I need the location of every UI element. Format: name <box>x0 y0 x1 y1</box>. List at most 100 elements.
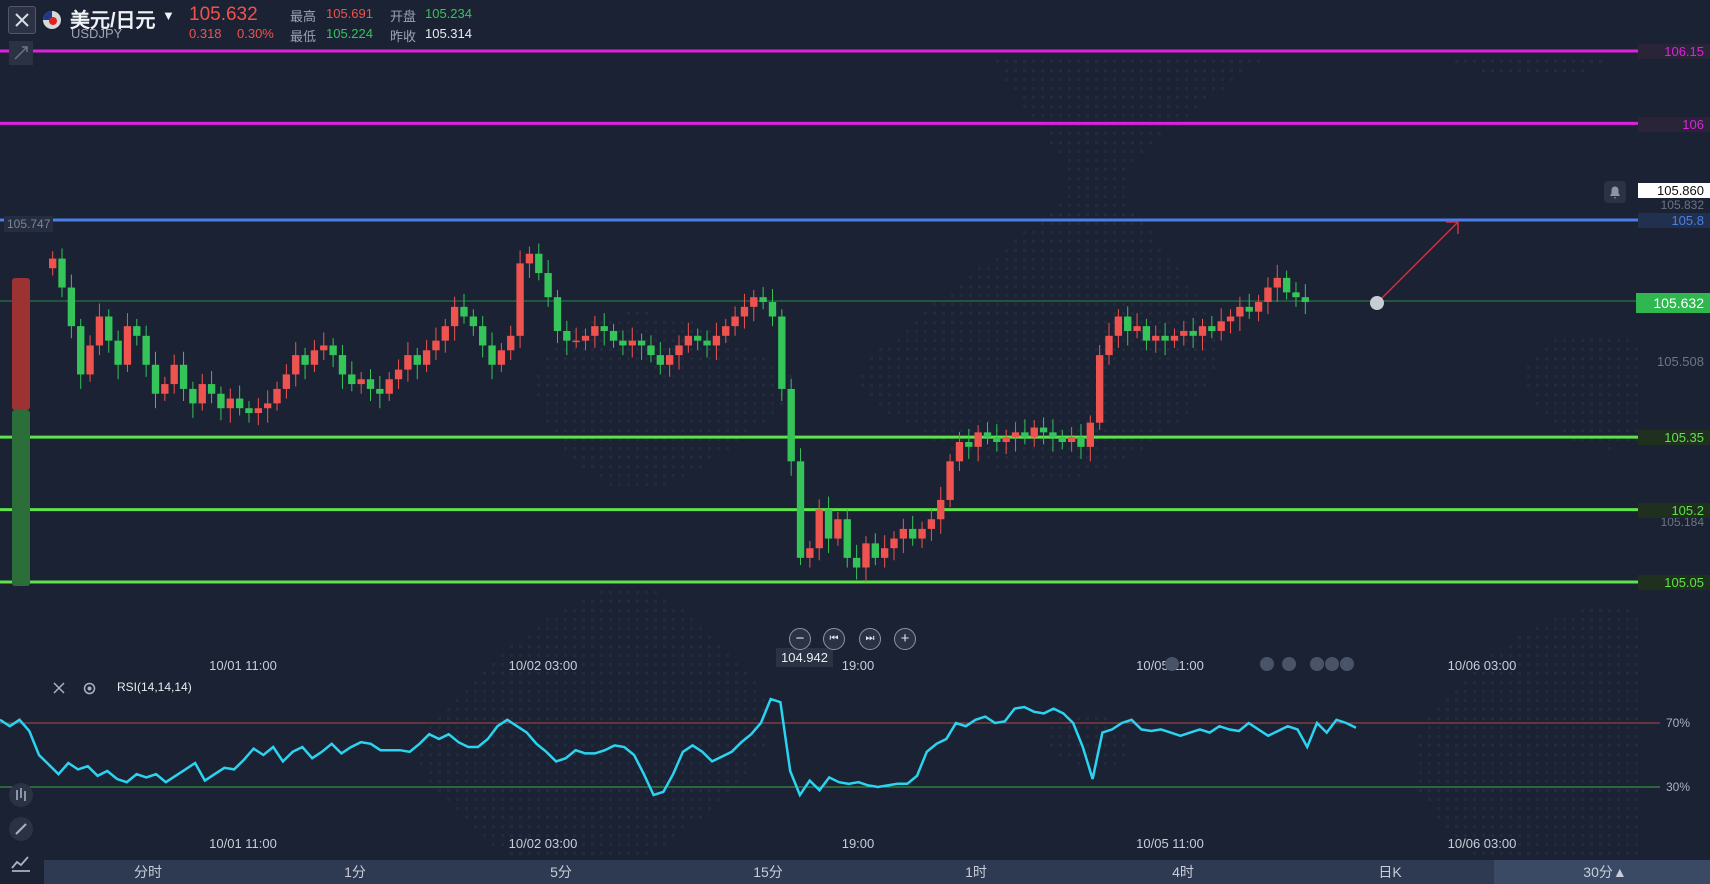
candle-body <box>1105 335 1113 356</box>
draw-tool-toggle[interactable] <box>8 40 34 66</box>
candle-body <box>1301 297 1309 303</box>
candle-body <box>348 374 356 385</box>
candle-body <box>563 330 571 341</box>
candle-body <box>1058 437 1066 443</box>
price-tag-106: 106 <box>1638 117 1710 132</box>
interval-bar <box>44 860 1710 884</box>
candle-body <box>722 326 730 336</box>
candle-body <box>1264 287 1272 303</box>
x-tick-label: 10/06 03:00 <box>1448 658 1517 673</box>
zoom-in-button[interactable]: + <box>894 628 916 650</box>
candle-body <box>974 432 982 447</box>
candle-body <box>815 509 823 549</box>
indicator-tool[interactable] <box>8 782 34 808</box>
bell-icon[interactable] <box>1604 181 1626 203</box>
draw-tool[interactable] <box>8 816 34 842</box>
candle-body <box>591 326 599 336</box>
candle-body <box>385 379 393 394</box>
zoom-out-button[interactable]: − <box>789 628 811 650</box>
close-icon <box>53 682 65 694</box>
forward-button[interactable]: ⏭ <box>859 628 881 650</box>
candle-body <box>151 364 160 394</box>
candle-body <box>217 393 225 409</box>
close-indicator-button[interactable] <box>52 681 66 700</box>
candle-body <box>254 408 263 414</box>
current-price-tag: 105.632 <box>1636 293 1710 313</box>
candle-body <box>600 326 608 331</box>
candle-body <box>161 384 169 394</box>
candle-body <box>525 253 534 264</box>
marker-dot[interactable] <box>1165 657 1179 671</box>
candle-body <box>731 316 739 327</box>
candle-body <box>1030 427 1038 438</box>
candle-body <box>1161 335 1169 341</box>
candle-body <box>1021 432 1029 438</box>
marker-dot[interactable] <box>1282 657 1296 671</box>
pencil-icon <box>9 817 33 841</box>
prev-close-label: 昨收 <box>390 29 417 44</box>
rewind-button[interactable]: ⏮ <box>823 628 845 650</box>
interval-tab[interactable]: 5分 <box>550 864 572 880</box>
interval-tab[interactable]: 1时 <box>965 864 987 880</box>
candle-body <box>488 345 496 365</box>
price-tag-105-05: 105.05 <box>1638 575 1710 590</box>
interval-tab[interactable]: 1分 <box>344 864 366 880</box>
chart-type-tool[interactable] <box>8 850 34 876</box>
low-price-tag: 104.942 <box>776 648 833 667</box>
grid-price-105-184: 105.184 <box>1660 515 1704 529</box>
candle-body <box>1198 326 1207 336</box>
candle-body <box>535 253 543 274</box>
candle-body <box>806 548 814 558</box>
interval-tab-selected[interactable]: 30分▲ <box>1583 864 1627 880</box>
interval-tab[interactable]: 分时 <box>134 864 162 880</box>
volume-bar-up <box>12 278 30 410</box>
candle-body <box>394 369 403 380</box>
interval-tab[interactable]: 15分 <box>753 864 783 880</box>
chevron-down-icon[interactable]: ▼ <box>162 8 175 23</box>
candle-body <box>1189 330 1197 336</box>
price-tag-105-2: 105.2 <box>1638 503 1710 518</box>
trend-arrow <box>1377 221 1459 303</box>
candle-body <box>1254 302 1263 312</box>
interval-selected-bg <box>1494 860 1710 884</box>
candle-body <box>628 340 636 346</box>
candle-body <box>946 461 954 500</box>
candle-body <box>1217 321 1225 331</box>
x-tick-label: 19:00 <box>842 658 875 673</box>
candle-body <box>292 355 300 375</box>
open-value: 105.234 <box>425 6 472 21</box>
marker-dot[interactable] <box>1260 657 1274 671</box>
marker-dot[interactable] <box>1340 657 1354 671</box>
candle-body <box>58 258 66 288</box>
close-button[interactable] <box>8 6 36 34</box>
candle-body <box>927 519 936 529</box>
low-label: 最低 <box>290 29 317 44</box>
indicator-settings-button[interactable] <box>82 681 97 701</box>
open-label: 开盘 <box>390 9 417 24</box>
candle-body <box>909 528 917 539</box>
candle-body <box>1039 427 1048 433</box>
candle-body <box>1282 277 1291 293</box>
interval-tab[interactable]: 4时 <box>1172 864 1194 880</box>
candle-body <box>179 364 188 389</box>
candle-body <box>712 335 721 346</box>
candle-body <box>1124 316 1132 331</box>
expand-icon <box>9 41 33 65</box>
candle-body <box>226 398 234 409</box>
marker-dot[interactable] <box>1310 657 1324 671</box>
interval-tab[interactable]: 日K <box>1378 864 1402 880</box>
symbol-name[interactable]: 美元/日元 <box>70 10 156 32</box>
candle-body <box>665 355 674 365</box>
candle-body <box>1142 326 1151 341</box>
marker-dot[interactable] <box>1325 657 1339 671</box>
candle-body <box>1170 335 1179 341</box>
candle-body <box>460 306 468 317</box>
candle-body <box>694 335 702 341</box>
candle-body <box>759 297 767 303</box>
candle-body <box>123 326 132 365</box>
candle-body <box>450 306 459 327</box>
candle-body <box>114 340 122 365</box>
candle-body <box>207 384 216 394</box>
candle-body <box>740 306 749 317</box>
